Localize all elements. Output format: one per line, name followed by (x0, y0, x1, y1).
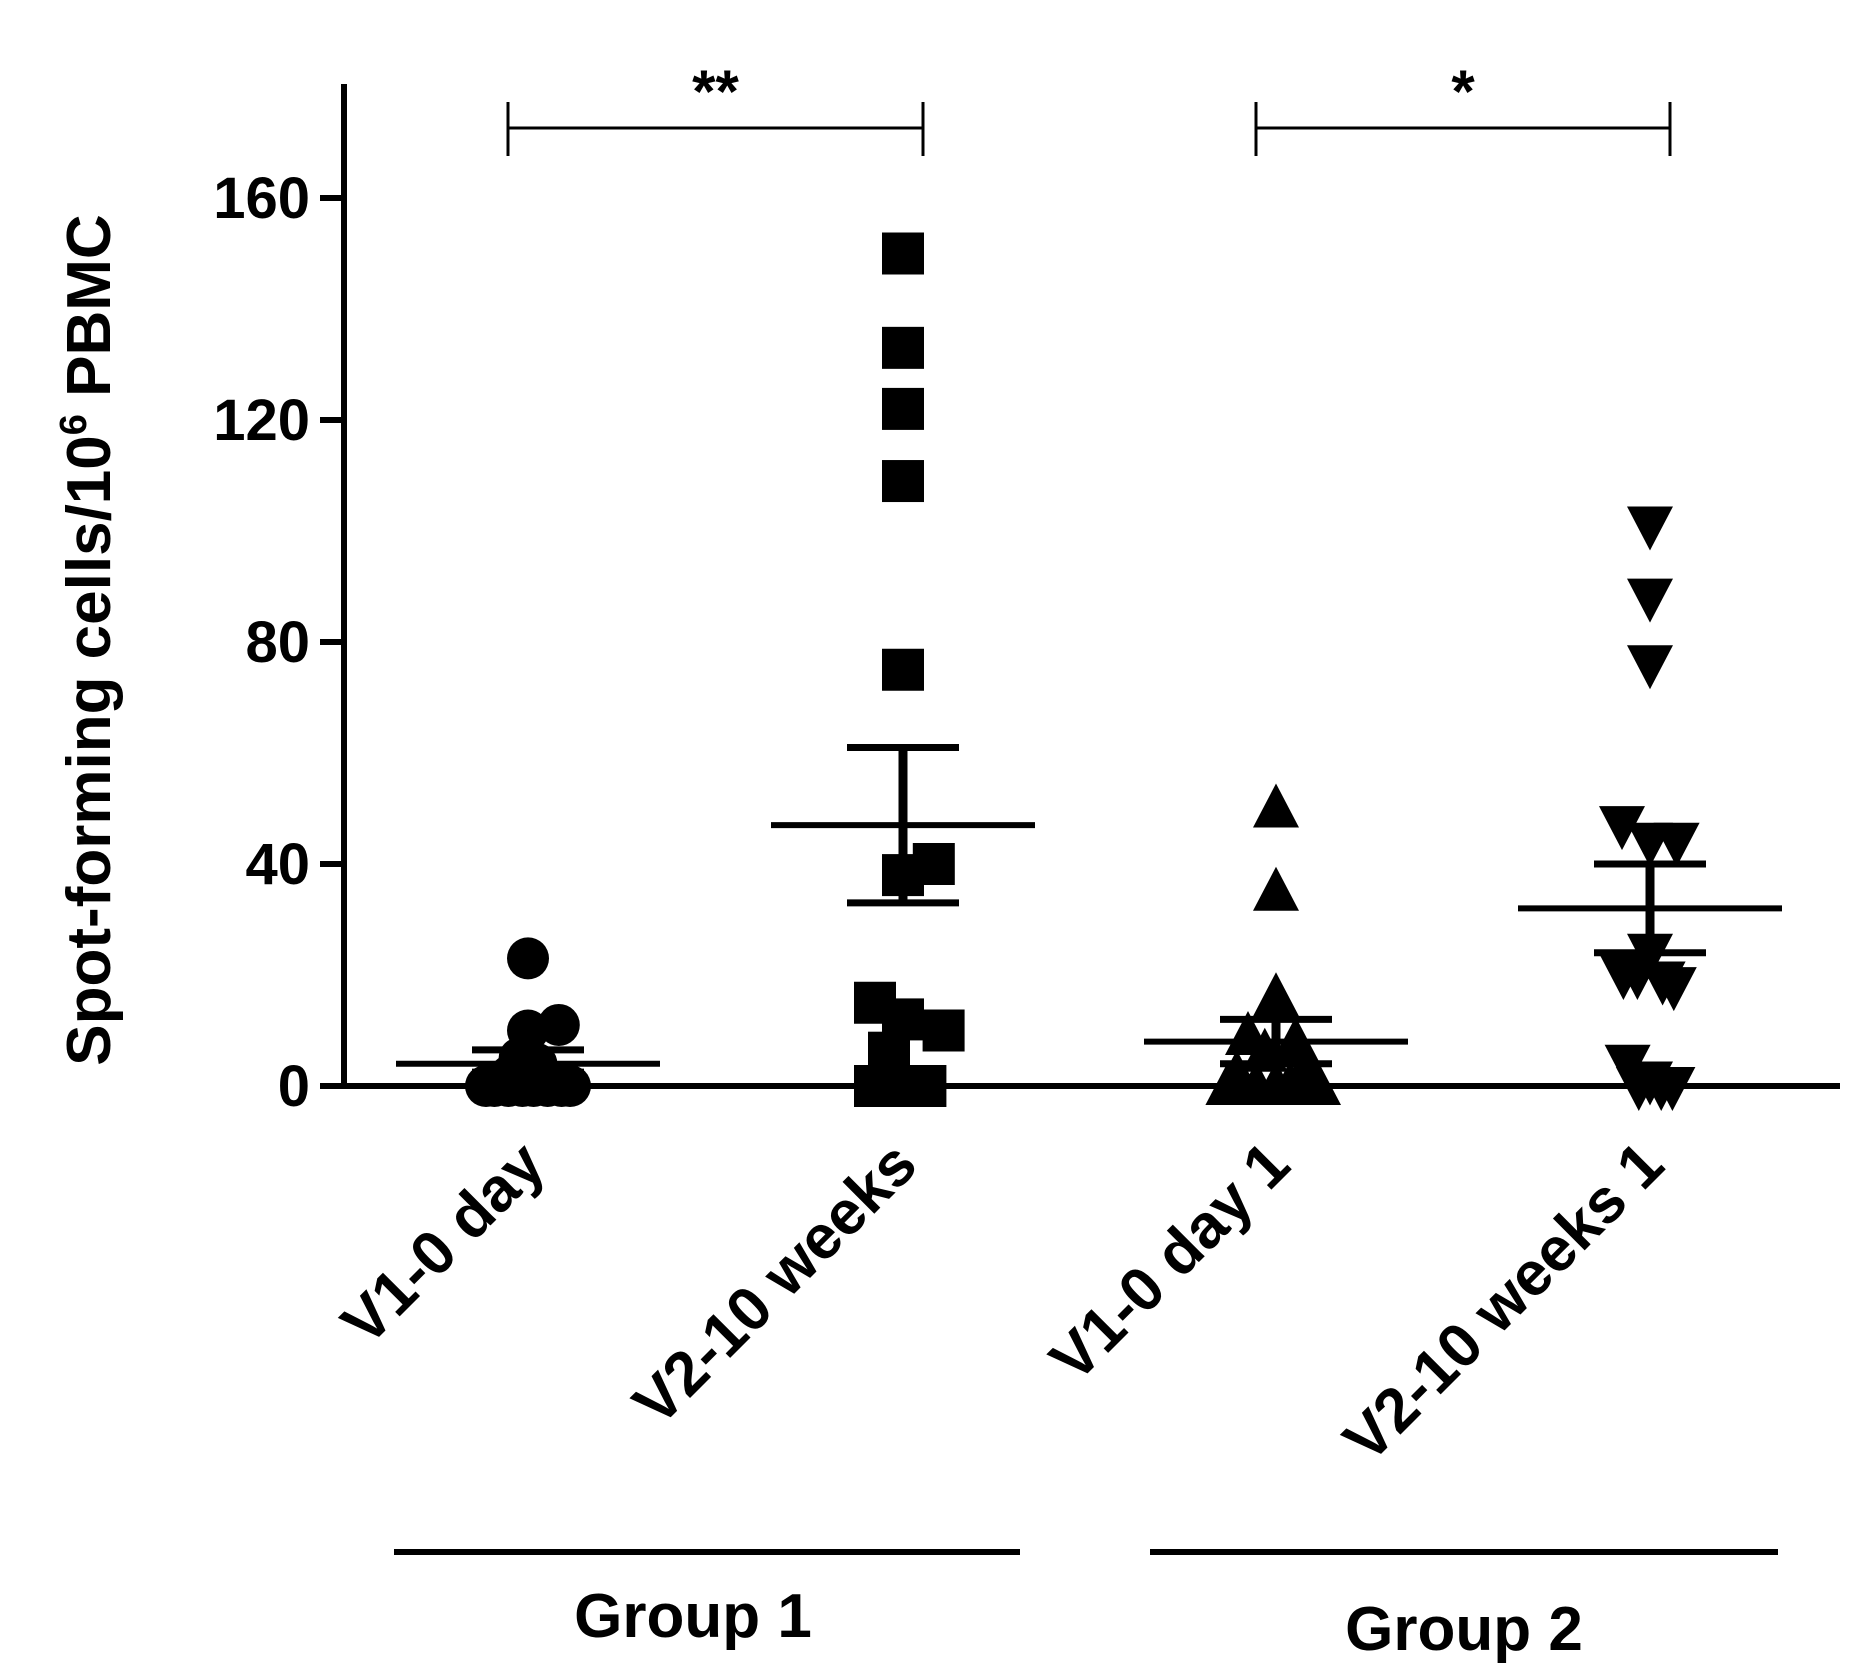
y-tick-label: 80 (245, 610, 310, 675)
group-label: Group 2 (1345, 1595, 1583, 1664)
data-point-circle (507, 937, 549, 980)
data-point-triangle-up (1253, 783, 1299, 828)
data-point-triangle-down (1599, 806, 1645, 851)
data-point-square (882, 232, 924, 275)
data-point-square (882, 387, 924, 430)
data-point-triangle-down (1627, 578, 1673, 623)
y-tick-label: 120 (213, 388, 310, 453)
significance-label: * (1451, 58, 1475, 125)
data-point-square (870, 1065, 913, 1107)
x-category-label: V2-10 weeks 1 (1331, 1129, 1677, 1475)
data-point-triangle-down (1653, 822, 1700, 867)
data-point-square (882, 326, 924, 369)
axes (320, 84, 1840, 1555)
group-label: Group 1 (574, 1582, 812, 1651)
x-category-label: V2-10 weeks (620, 1129, 930, 1439)
y-tick-label: 160 (213, 166, 310, 231)
data-marks (396, 102, 1782, 1111)
y-axis-label: Spot-forming cells/106 PBMC (53, 214, 124, 1065)
data-point-triangle-down (1604, 1044, 1651, 1089)
data-point-triangle-down (1627, 645, 1673, 690)
data-point-triangle-down (1627, 506, 1673, 551)
significance-label: ** (692, 58, 739, 125)
data-point-circle (537, 1003, 580, 1046)
data-point-triangle-up (1295, 1061, 1341, 1105)
y-tick-label: 40 (245, 832, 310, 897)
y-tick-label: 0 (278, 1054, 310, 1119)
data-point-square (882, 460, 924, 503)
data-point-triangle-down (1650, 967, 1697, 1012)
x-category-label: V1-0 day (329, 1129, 558, 1358)
data-point-square (922, 1009, 965, 1052)
data-point-triangle-up (1253, 972, 1299, 1017)
x-category-label: V1-0 day 1 (1037, 1129, 1303, 1395)
data-point-triangle-down (1649, 1067, 1696, 1111)
data-point-triangle-up (1253, 866, 1299, 911)
data-point-square (882, 648, 924, 691)
